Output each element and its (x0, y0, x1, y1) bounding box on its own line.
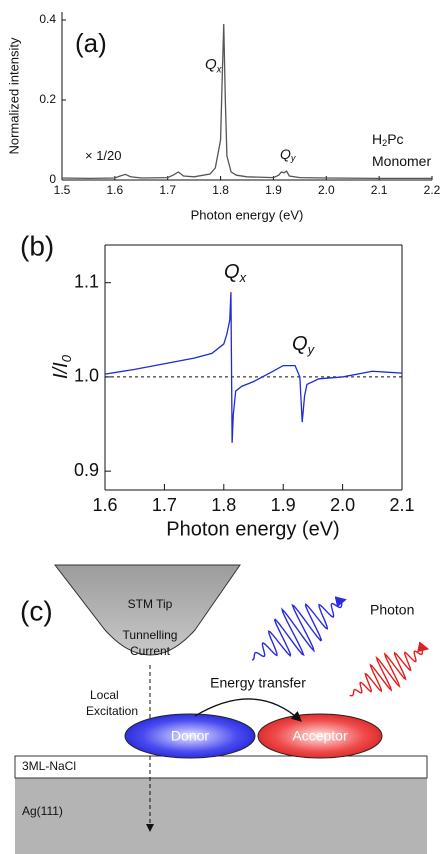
annotation-part: x (239, 270, 247, 285)
annotation-part: H (372, 131, 382, 147)
annotation: Monomer (372, 153, 431, 169)
y-tick-label: 1.0 (74, 366, 99, 386)
diagram: 3ML-NaCl Ag(111) STM Tip Tunnelling Curr… (14, 564, 430, 854)
x-tick-label: 1.9 (271, 495, 296, 515)
annotation-part: y (290, 154, 296, 164)
x-tick-label: 1.9 (265, 183, 282, 197)
annotation-part: Q (205, 56, 217, 73)
x-tick-label: 2.1 (389, 495, 414, 515)
x-tick-label: 1.7 (152, 495, 177, 515)
layer-label: 3ML-NaCl (22, 759, 76, 773)
ag-layer (15, 778, 427, 854)
y-tick-label: 0.4 (39, 12, 56, 26)
annotation: Qy (280, 146, 296, 164)
y-axis-label-part: 0 (59, 354, 74, 362)
y-axis-label: I/I0 (50, 354, 74, 379)
panel-label: (b) (20, 230, 54, 261)
acceptor-label: Acceptor (292, 728, 348, 744)
annotation-part: Q (224, 261, 240, 283)
excitation-label: Excitation (86, 704, 138, 718)
panel-label: (c) (20, 595, 53, 626)
annotation: × 1/20 (85, 148, 122, 163)
photon-label: Photon (370, 602, 414, 618)
x-tick-label: 2.0 (318, 183, 335, 197)
x-axis-label: Photon energy (eV) (166, 518, 339, 540)
x-tick-label: 1.6 (107, 183, 124, 197)
annotation-part: × 1/20 (85, 148, 122, 163)
acceptor (257, 713, 383, 759)
x-tick-label: 2.1 (371, 183, 388, 197)
annotation-part: Q (280, 146, 291, 162)
donor-label: Donor (171, 728, 209, 744)
y-tick-label: 1.1 (74, 271, 99, 291)
y-tick-label: 0.2 (39, 92, 56, 106)
tip-label: STM Tip (128, 597, 173, 611)
annotation: Qy (292, 333, 316, 357)
annotation-part: Monomer (372, 153, 431, 169)
annotation-part: 2 (382, 139, 387, 149)
annotation-part: y (307, 342, 316, 357)
y-axis-label-part: I/I (50, 362, 72, 379)
annotation-part: x (216, 64, 223, 75)
nacl-layer (14, 755, 428, 779)
x-tick-label: 1.7 (159, 183, 176, 197)
x-tick-label: 1.5 (54, 183, 71, 197)
tip-label: Tunnelling (123, 628, 178, 642)
panel-label: (a) (75, 28, 107, 58)
y-tick-label: 0 (49, 172, 56, 186)
transfer-arrow (194, 698, 302, 722)
x-tick-label: 2.2 (424, 183, 441, 197)
y-tick-label: 0.9 (74, 460, 99, 480)
donor (124, 713, 256, 759)
data-line (61, 23, 432, 180)
excitation-label: Local (90, 688, 119, 702)
data-line (104, 292, 403, 443)
charts: 1.5 1.6 1.7 1.8 1.9 2.0 2.1 2.2 0 0.2 0.4 Photon en… (6, 12, 441, 540)
annotation-part: Q (292, 333, 308, 355)
stm-tip (53, 564, 241, 656)
annotation: Qx (224, 261, 247, 285)
x-tick-label: 2.0 (330, 495, 355, 515)
x-tick-label: 1.8 (211, 495, 236, 515)
x-tick-label: 1.8 (212, 183, 229, 197)
annotation-part: Pc (387, 131, 403, 147)
annotation: Qx (205, 56, 223, 75)
x-tick-label: 1.6 (92, 495, 117, 515)
photon-wave (251, 596, 347, 661)
layer-label: Ag(111) (22, 804, 63, 818)
x-axis-label: Photon energy (eV) (191, 207, 304, 222)
annotation: H2Pc (372, 131, 404, 149)
transfer-label: Energy transfer (210, 675, 306, 691)
photon-wave (349, 641, 430, 697)
tip-label: Current (130, 644, 171, 658)
y-axis-label: Normalized intensity (6, 37, 21, 155)
